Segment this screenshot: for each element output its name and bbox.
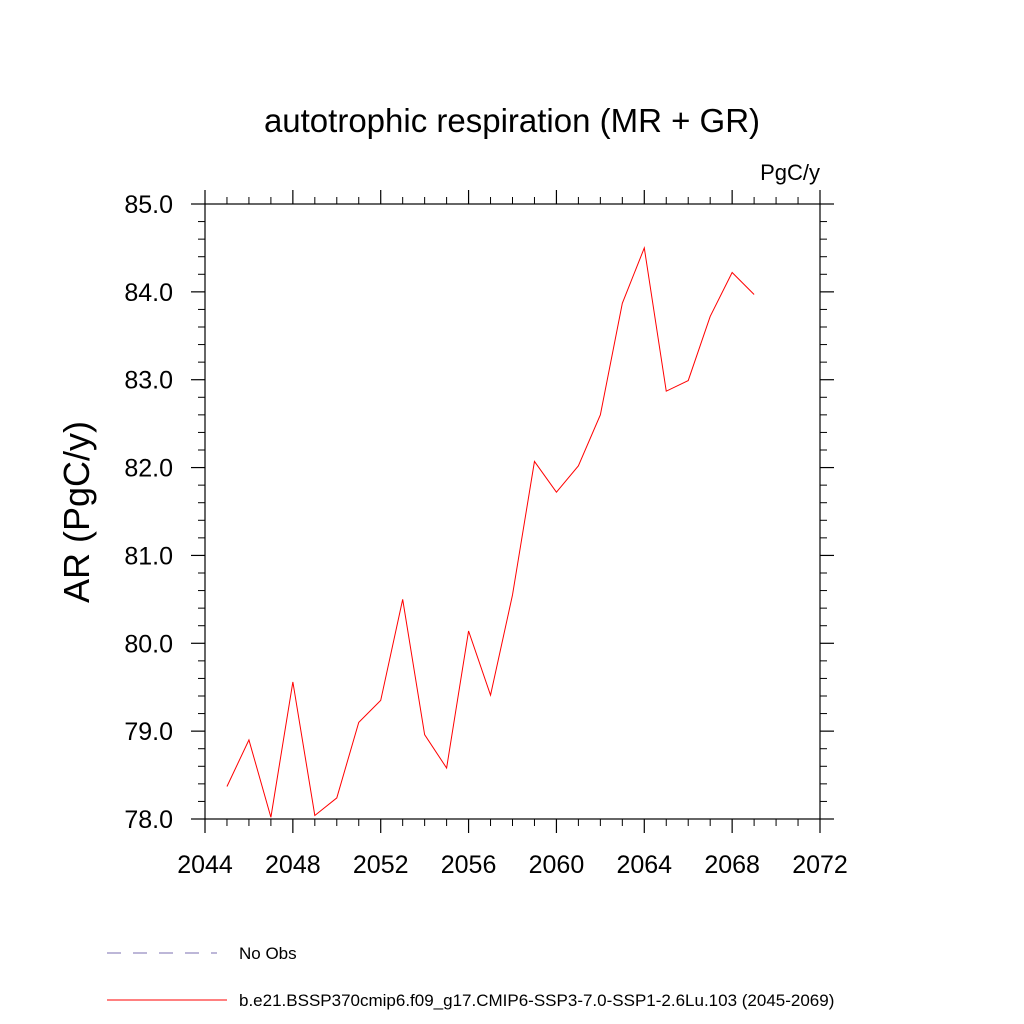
y-axis-label: AR (PgC/y) <box>56 421 97 603</box>
x-axis: 2044 2048 2052 2056 2060 2064 2068 2072 <box>177 190 848 879</box>
chart-title: autotrophic respiration (MR + GR) <box>264 102 760 139</box>
plot-frame <box>204 203 821 820</box>
legend: No Obs b.e21.BSSP370cmip6.f09_g17.CMIP6-… <box>107 944 834 1010</box>
plot-area: 2044 2048 2052 2056 2060 2064 2068 2072 78.0 79.… <box>124 190 848 879</box>
legend-item-model: b.e21.BSSP370cmip6.f09_g17.CMIP6-SSP3-7.… <box>107 991 834 1010</box>
y-tick-label: 78.0 <box>124 806 173 834</box>
y-tick-label: 82.0 <box>124 455 173 483</box>
series-line <box>226 246 755 818</box>
x-tick-label: 2048 <box>265 851 321 879</box>
x-tick-label: 2072 <box>792 851 848 879</box>
legend-label-model: b.e21.BSSP370cmip6.f09_g17.CMIP6-SSP3-7.… <box>239 991 834 1010</box>
series-layer <box>226 246 755 818</box>
legend-item-no-obs: No Obs <box>107 944 297 963</box>
y-tick-label: 85.0 <box>124 191 173 219</box>
minor-ticks <box>198 197 827 826</box>
x-tick-label: 2060 <box>529 851 585 879</box>
x-tick-label: 2052 <box>353 851 409 879</box>
y-tick-label: 83.0 <box>124 367 173 395</box>
x-tick-label: 2064 <box>616 851 672 879</box>
x-tick-label: 2068 <box>704 851 760 879</box>
y-tick-label: 79.0 <box>124 718 173 746</box>
legend-label-no-obs: No Obs <box>239 944 297 963</box>
x-tick-label: 2044 <box>177 851 233 879</box>
units-label: PgC/y <box>760 160 820 185</box>
y-tick-label: 80.0 <box>124 630 173 658</box>
x-tick-label: 2056 <box>441 851 497 879</box>
y-tick-label: 81.0 <box>124 542 173 570</box>
y-tick-label: 84.0 <box>124 279 173 307</box>
y-axis: 78.0 79.0 80.0 81.0 82.0 83.0 84.0 85.0 <box>124 191 834 834</box>
